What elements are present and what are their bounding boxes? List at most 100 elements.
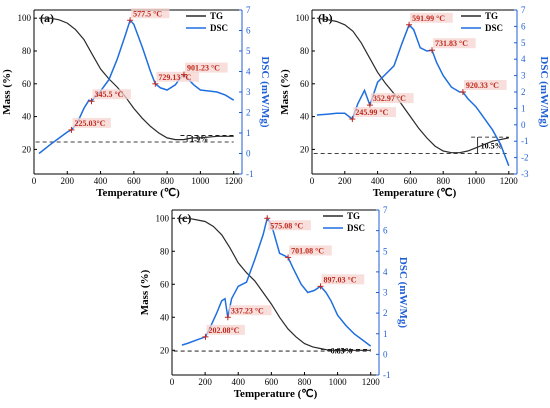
chart-panel-a: 0 200 400 600 800 1000 120020406080100-1012345… bbox=[1, 5, 271, 199]
y-right-tick-label: -1 bbox=[383, 370, 391, 380]
x-tick-label: 800 bbox=[160, 176, 174, 186]
y-right-tick-label: 2 bbox=[246, 108, 251, 118]
y-left-axis-label: Mass (%) bbox=[1, 69, 13, 115]
y-right-tick-label: 3 bbox=[521, 71, 526, 81]
y-right-axis-label: DSC (mW/Mg) bbox=[397, 257, 409, 329]
annotation-highlight bbox=[321, 274, 365, 285]
annotation-label: 701.08 °C bbox=[291, 246, 324, 255]
annotation-highlight bbox=[228, 305, 272, 316]
y-right-tick-label: 3 bbox=[383, 288, 388, 298]
y-left-tick-label: 60 bbox=[300, 79, 310, 89]
x-axis-label: Temperature (℃) bbox=[96, 187, 180, 199]
x-tick-label: 400 bbox=[94, 176, 108, 186]
y-left-tick-label: 80 bbox=[22, 46, 32, 56]
y-left-axis-label: Mass (%) bbox=[279, 69, 291, 115]
legend-label-dsc: DSC bbox=[485, 23, 503, 33]
x-tick-label: 1000 bbox=[191, 176, 210, 186]
y-left-tick-label: 80 bbox=[300, 46, 310, 56]
y-left-tick-label: 80 bbox=[160, 246, 170, 256]
y-left-tick-label: 60 bbox=[160, 279, 170, 289]
y-left-tick-label: 100 bbox=[296, 13, 310, 23]
y-left-tick-label: 40 bbox=[160, 312, 170, 322]
x-tick-label: 1200 bbox=[500, 176, 519, 186]
y-right-tick-label: 6 bbox=[521, 21, 526, 31]
y-right-tick-label: 3 bbox=[246, 87, 251, 97]
y-right-axis-label: DSC (mW/Mg) bbox=[538, 56, 550, 128]
y-right-tick-label: 1 bbox=[521, 103, 526, 113]
y-right-tick-label: 0 bbox=[521, 120, 526, 130]
annotation-highlight bbox=[72, 117, 111, 128]
x-tick-label: 600 bbox=[127, 176, 141, 186]
mass-change-label: 10.5% bbox=[481, 141, 503, 150]
y-right-tick-label: -1 bbox=[246, 169, 254, 179]
x-tick-label: 200 bbox=[61, 176, 75, 186]
dsc-series-line bbox=[38, 18, 235, 155]
annotation-label: 337.23 °C bbox=[231, 306, 264, 315]
y-left-tick-label: 40 bbox=[300, 112, 310, 122]
y-left-tick-label: 20 bbox=[160, 345, 170, 355]
y-right-tick-label: 5 bbox=[383, 246, 388, 256]
annotation-highlight bbox=[131, 8, 170, 19]
y-left-tick-label: 20 bbox=[22, 144, 32, 154]
annotation-highlight bbox=[370, 93, 414, 104]
y-right-tick-label: 7 bbox=[246, 5, 251, 15]
y-right-tick-label: 2 bbox=[521, 87, 526, 97]
y-right-tick-label: 4 bbox=[521, 54, 526, 64]
annotation-highlight bbox=[184, 62, 228, 73]
tg-series-line bbox=[177, 217, 371, 351]
annotation-highlight bbox=[206, 324, 245, 335]
y-left-tick-label: 40 bbox=[22, 112, 32, 122]
x-tick-label: 800 bbox=[298, 377, 312, 387]
x-tick-label: 200 bbox=[198, 377, 212, 387]
x-tick-label: 0 bbox=[170, 377, 175, 387]
y-right-tick-label: 6 bbox=[246, 26, 251, 36]
annotation-label: 352.97 °C bbox=[373, 94, 406, 103]
annotation-label: 345.5 °C bbox=[94, 90, 123, 99]
annotation-highlight bbox=[433, 38, 476, 49]
y-right-tick-label: 5 bbox=[246, 46, 251, 56]
y-right-tick-label: 7 bbox=[383, 205, 388, 215]
chart-panel-b: 0 200 400 600 800 1000 1200 20 40 60 80 100 -3 -2 -1 0 1… bbox=[279, 5, 550, 199]
legend-label-tg: TG bbox=[485, 11, 498, 21]
x-tick-label: 600 bbox=[404, 176, 418, 186]
x-tick-label: 1000 bbox=[467, 176, 486, 186]
y-right-tick-label: -3 bbox=[521, 169, 529, 179]
x-tick-label: 800 bbox=[436, 176, 450, 186]
annotation-highlight bbox=[92, 89, 131, 100]
y-left-tick-label: 60 bbox=[22, 79, 32, 89]
y-right-tick-label: 4 bbox=[246, 67, 251, 77]
legend-label-dsc: DSC bbox=[210, 23, 228, 33]
tg-series-line bbox=[316, 17, 509, 154]
annotation-label: 575.08 °C bbox=[270, 221, 303, 230]
x-tick-label: 600 bbox=[265, 377, 279, 387]
x-tick-label: 0 bbox=[32, 176, 37, 186]
y-right-tick-label: -1 bbox=[521, 136, 529, 146]
chart-panel-c: 0 200 400 600 800 1000 1200 20 40 60 80 100 -1 0 1 2 3 4 5… bbox=[139, 205, 409, 400]
x-tick-label: 1000 bbox=[329, 377, 348, 387]
x-tick-label: 0 bbox=[310, 176, 315, 186]
mass-change-label: 1.9% bbox=[190, 135, 208, 144]
annotation-highlight bbox=[156, 71, 200, 82]
y-right-tick-label: 2 bbox=[383, 308, 388, 318]
y-right-tick-label: 7 bbox=[521, 5, 526, 15]
y-right-tick-label: 0 bbox=[383, 349, 388, 359]
x-tick-label: 400 bbox=[231, 377, 245, 387]
y-right-tick-label: 0 bbox=[246, 149, 251, 159]
y-right-tick-label: 5 bbox=[521, 38, 526, 48]
y-right-axis-label: DSC (mW/Mg) bbox=[259, 56, 271, 128]
annotation-highlight bbox=[410, 12, 453, 23]
annotation-highlight bbox=[463, 80, 507, 90]
annotation-label: 202.08°C bbox=[208, 326, 239, 335]
y-right-tick-label: 1 bbox=[383, 329, 388, 339]
legend-label-tg: TG bbox=[347, 211, 360, 221]
y-left-tick-label: 100 bbox=[156, 213, 170, 223]
annotation-highlight bbox=[353, 107, 397, 118]
annotation-label: 245.99 °C bbox=[355, 108, 388, 117]
annotation-label: 729.13 °C bbox=[158, 73, 191, 82]
legend-label-tg: TG bbox=[210, 11, 223, 21]
annotation-label: 225.03°C bbox=[74, 119, 105, 128]
x-tick-label: 200 bbox=[338, 176, 352, 186]
annotation-highlight bbox=[289, 245, 332, 256]
annotation-label: 901.23 °C bbox=[187, 64, 220, 73]
